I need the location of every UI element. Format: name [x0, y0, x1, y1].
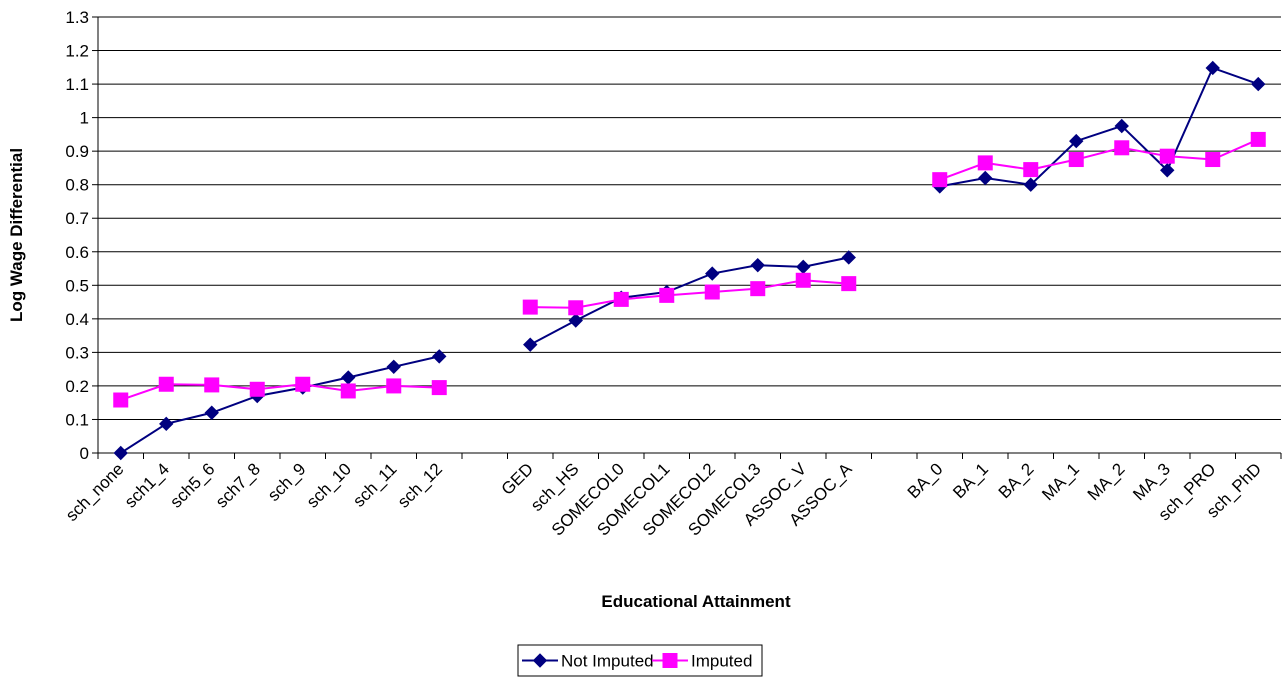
series-layer [113, 60, 1266, 461]
y-tick-label: 0.5 [65, 276, 89, 295]
data-point-square [1159, 148, 1175, 164]
x-tick-label: sch_12 [394, 459, 446, 511]
data-point-square [431, 380, 447, 396]
y-axis-title: Log Wage Differential [7, 148, 26, 322]
y-tick-label: 0.9 [65, 142, 89, 161]
data-point-square [977, 155, 993, 171]
data-point-diamond [568, 313, 583, 328]
legend-label: Imputed [691, 652, 752, 671]
x-tick-label: BA_2 [995, 459, 1038, 502]
legend: Not Imputed Imputed [517, 644, 763, 677]
y-tick-label: 0.3 [65, 343, 89, 362]
series-line [530, 279, 849, 309]
y-tick-label: 0.1 [65, 410, 89, 429]
legend-label: Not Imputed [561, 652, 654, 671]
x-tick-label: MA_2 [1084, 459, 1129, 504]
data-point-diamond [841, 250, 856, 265]
axes [92, 16, 1282, 459]
x-tick-label: sch_10 [303, 459, 355, 511]
data-point-diamond [796, 259, 811, 275]
data-point-diamond [750, 257, 765, 273]
y-tick-label: 1 [80, 109, 89, 128]
y-tick-label: 1.2 [65, 42, 89, 61]
x-tick-label: MA_1 [1038, 459, 1083, 504]
y-tick-label: 0.7 [65, 209, 89, 228]
series-line [120, 383, 440, 401]
data-point-square [841, 276, 857, 292]
data-point-diamond [159, 416, 174, 432]
x-tick-label: BA_1 [949, 459, 992, 502]
y-tick-label: 1.1 [65, 75, 89, 94]
y-tick-label: 0 [80, 444, 89, 463]
data-point-square [249, 381, 265, 397]
gridlines [98, 16, 1281, 420]
data-point-square [113, 392, 129, 408]
y-tick-label: 0.4 [65, 310, 89, 329]
x-tick-label: GED [498, 459, 537, 498]
x-tick-label: BA_0 [904, 459, 947, 502]
data-point-square [295, 376, 311, 392]
data-point-square [1250, 131, 1266, 147]
series-line [939, 138, 1259, 181]
data-point-diamond [1023, 177, 1038, 192]
series-not-imputed [113, 60, 1266, 461]
data-point-square [932, 172, 948, 188]
data-point-diamond [1114, 118, 1129, 134]
data-point-diamond [1251, 76, 1266, 92]
data-point-diamond [705, 266, 720, 281]
x-tick-label: sch_11 [349, 459, 400, 510]
legend-box [517, 644, 763, 677]
data-point-square [795, 272, 811, 288]
x-tick-label: sch7_8 [212, 459, 264, 511]
data-point-diamond [204, 405, 219, 420]
x-tick-label: sch5_6 [166, 459, 218, 511]
data-point-square [568, 300, 584, 316]
series-line [939, 66, 1259, 188]
data-point-diamond [113, 445, 128, 461]
data-point-square [386, 378, 402, 394]
data-point-square [340, 383, 356, 399]
x-tick-label: sch_none [62, 459, 128, 525]
data-point-diamond [532, 653, 548, 668]
data-point-square [662, 653, 678, 668]
data-point-diamond [1205, 60, 1220, 76]
data-point-square [1068, 152, 1084, 168]
y-tick-label: 0.2 [65, 377, 89, 396]
data-point-square [158, 376, 174, 392]
data-point-diamond [341, 370, 356, 385]
y-tick-labels: 0 0.1 0.2 0.3 0.4 0.5 0.6 0.7 0.8 0.9 1 1.1 1.2 1.3 [65, 8, 89, 463]
data-point-diamond [1069, 133, 1084, 149]
y-tick-label: 1.3 [65, 8, 89, 27]
data-point-diamond [523, 337, 538, 352]
data-point-square [704, 284, 720, 300]
legend-item: Not Imputed [522, 652, 654, 671]
data-point-square [659, 287, 675, 303]
series-line [120, 355, 440, 454]
y-tick-label: 0.6 [65, 243, 89, 262]
data-point-diamond [386, 359, 401, 375]
data-point-square [613, 291, 629, 307]
data-point-diamond [978, 170, 993, 186]
legend-item: Imputed [652, 652, 752, 671]
x-axis-title: Educational Attainment [601, 592, 791, 611]
data-point-square [204, 377, 220, 393]
x-tick-label: sch1_4 [121, 459, 173, 511]
series-line [529, 256, 849, 346]
data-point-square [522, 299, 538, 315]
data-point-square [1114, 140, 1130, 156]
data-point-square [1205, 152, 1221, 168]
data-point-diamond [432, 349, 447, 364]
series-imputed [113, 131, 1266, 408]
data-point-square [1023, 162, 1039, 178]
data-point-diamond [1160, 163, 1175, 178]
data-point-square [750, 281, 766, 297]
y-tick-label: 0.8 [65, 176, 89, 195]
